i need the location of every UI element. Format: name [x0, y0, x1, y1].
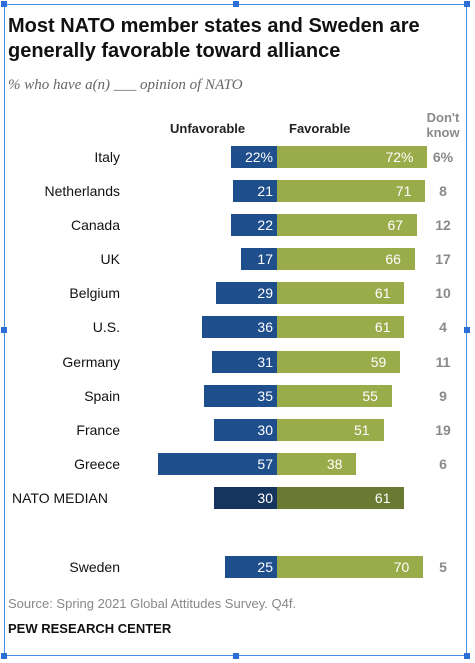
bar-favorable-canada: 67 — [277, 214, 418, 236]
resize-handle-bottom-left[interactable] — [1, 653, 7, 659]
dont-know-value-germany: 11 — [435, 354, 451, 370]
source-note: Source: Spring 2021 Global Attitudes Sur… — [8, 596, 297, 611]
dont-know-header: Don't know — [426, 110, 460, 140]
org-credit: PEW RESEARCH CENTER — [8, 621, 172, 636]
favorable-header: Favorable — [289, 121, 351, 136]
bar-unfavorable-u-s: 36 — [201, 316, 277, 338]
dont-know-value-spain: 9 — [439, 388, 447, 404]
bar-favorable-sweden: 70 — [277, 556, 424, 578]
bar-unfavorable-netherlands: 21 — [233, 180, 277, 202]
bar-unfavorable-greece: 57 — [157, 453, 277, 475]
bar-favorable-belgium: 61 — [277, 282, 405, 304]
chart-subtitle: % who have a(n) ___ opinion of NATO — [8, 77, 243, 93]
bar-favorable-u-s: 61 — [277, 316, 405, 338]
bar-favorable-netherlands: 71 — [277, 180, 426, 202]
bar-unfavorable-spain: 35 — [203, 385, 277, 407]
dont-know-value-greece: 6 — [439, 456, 447, 472]
row-label-canada: Canada — [70, 217, 120, 233]
row-label-germany: Germany — [62, 354, 120, 370]
bar-favorable-france: 51 — [277, 419, 384, 441]
dont-know-value-netherlands: 8 — [439, 183, 447, 199]
bar-unfavorable-italy: 22% — [231, 146, 277, 168]
row-label-sweden: Sweden — [69, 559, 120, 575]
row-label-italy: Italy — [94, 149, 120, 165]
row-label-belgium: Belgium — [69, 285, 120, 301]
resize-handle-top-mid[interactable] — [233, 1, 239, 7]
bar-favorable-greece: 38 — [277, 453, 357, 475]
dont-know-value-u-s: 4 — [439, 319, 447, 335]
bar-unfavorable-belgium: 29 — [216, 282, 277, 304]
row-label-uk: UK — [100, 251, 120, 267]
dont-know-value-sweden: 5 — [439, 559, 447, 575]
bar-favorable-nato-median: 61 — [277, 487, 405, 509]
row-label-france: France — [76, 422, 120, 438]
chart-title: Most NATO member states and Sweden are g… — [8, 15, 420, 62]
resize-handle-top-left[interactable] — [1, 1, 7, 7]
resize-handle-mid-right[interactable] — [464, 327, 470, 333]
bar-favorable-germany: 59 — [277, 351, 401, 373]
row-label-spain: Spain — [84, 388, 120, 404]
row-label-u-s: U.S. — [92, 319, 120, 335]
resize-handle-bottom-right[interactable] — [464, 653, 470, 659]
resize-handle-mid-left[interactable] — [1, 327, 7, 333]
bar-favorable-spain: 55 — [277, 385, 392, 407]
dont-know-value-belgium: 10 — [435, 285, 451, 301]
dont-know-value-canada: 12 — [435, 217, 451, 233]
row-label-nato-median: NATO MEDIAN — [12, 490, 108, 506]
bar-unfavorable-france: 30 — [214, 419, 277, 441]
bar-unfavorable-uk: 17 — [241, 248, 277, 270]
dont-know-value-france: 19 — [435, 422, 451, 438]
resize-handle-top-right[interactable] — [464, 1, 470, 7]
bar-favorable-uk: 66 — [277, 248, 415, 270]
bar-unfavorable-canada: 22 — [231, 214, 277, 236]
row-label-greece: Greece — [74, 456, 120, 472]
dont-know-value-uk: 17 — [435, 251, 451, 267]
bar-unfavorable-sweden: 25 — [224, 556, 277, 578]
unfavorable-header: Unfavorable — [170, 121, 246, 136]
bar-unfavorable-germany: 31 — [212, 351, 277, 373]
resize-handle-bottom-mid[interactable] — [233, 653, 239, 659]
row-label-netherlands: Netherlands — [44, 183, 121, 199]
bar-favorable-italy: 72% — [277, 146, 428, 168]
bar-unfavorable-nato-median: 30 — [214, 487, 277, 509]
dont-know-value-italy: 6% — [432, 149, 454, 165]
